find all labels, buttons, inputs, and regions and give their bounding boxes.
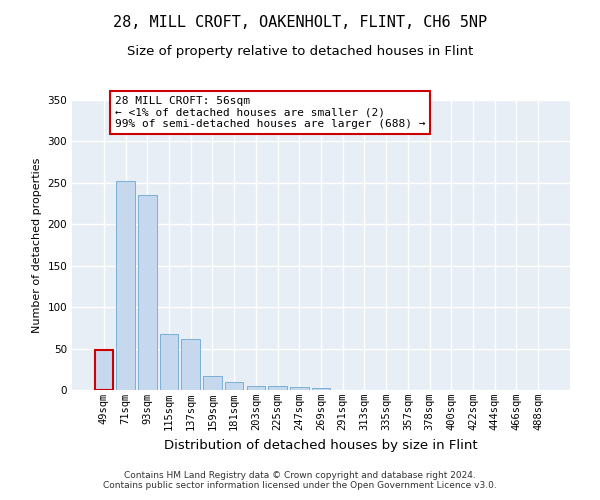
Bar <box>290 386 308 390</box>
Bar <box>247 386 265 390</box>
Bar <box>312 388 330 390</box>
Bar <box>138 196 157 390</box>
Text: Size of property relative to detached houses in Flint: Size of property relative to detached ho… <box>127 45 473 58</box>
Bar <box>203 376 221 390</box>
Bar <box>160 334 178 390</box>
Bar <box>181 338 200 390</box>
Bar <box>268 386 287 390</box>
Text: Contains HM Land Registry data © Crown copyright and database right 2024.
Contai: Contains HM Land Registry data © Crown c… <box>103 470 497 490</box>
Bar <box>225 382 244 390</box>
Text: 28, MILL CROFT, OAKENHOLT, FLINT, CH6 5NP: 28, MILL CROFT, OAKENHOLT, FLINT, CH6 5N… <box>113 15 487 30</box>
Bar <box>95 350 113 390</box>
X-axis label: Distribution of detached houses by size in Flint: Distribution of detached houses by size … <box>164 438 478 452</box>
Y-axis label: Number of detached properties: Number of detached properties <box>32 158 42 332</box>
Text: 28 MILL CROFT: 56sqm
← <1% of detached houses are smaller (2)
99% of semi-detach: 28 MILL CROFT: 56sqm ← <1% of detached h… <box>115 96 425 129</box>
Bar <box>116 181 135 390</box>
